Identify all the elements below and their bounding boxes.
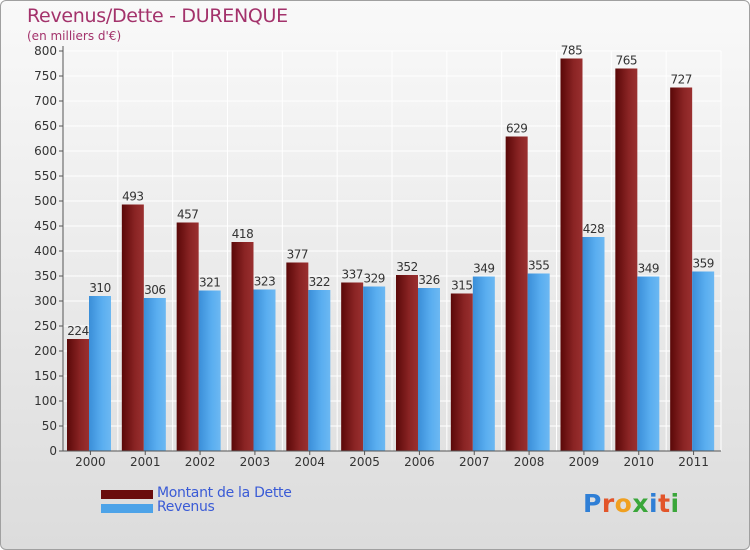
y-tick-label: 400 xyxy=(34,244,57,258)
legend-swatch-dette xyxy=(101,490,153,499)
bar-revenus xyxy=(527,273,550,451)
value-label: 315 xyxy=(451,279,472,293)
axes: 0 50 100 150 200 250 300 350 400 450 500 550 600 650 7… xyxy=(34,44,721,469)
bars xyxy=(67,58,715,451)
logo-letter: r xyxy=(601,489,615,518)
bar-dette xyxy=(286,262,309,451)
bar-revenus xyxy=(198,290,221,451)
value-label: 428 xyxy=(583,222,604,236)
logo-letter: i xyxy=(670,489,680,518)
y-tick-label: 700 xyxy=(34,94,57,108)
value-label: 377 xyxy=(287,248,308,262)
y-tick-label: 100 xyxy=(34,394,57,408)
x-tick-label: 2011 xyxy=(678,455,709,469)
value-label: 321 xyxy=(199,276,220,290)
value-label: 349 xyxy=(473,262,494,276)
legend-label-revenus: Revenus xyxy=(157,499,215,515)
y-tick-label: 350 xyxy=(34,269,57,283)
bar-revenus xyxy=(253,289,276,451)
x-tick-label: 2006 xyxy=(404,455,435,469)
logo-letter: i xyxy=(649,489,659,518)
y-tick-label: 50 xyxy=(42,419,57,433)
value-label: 352 xyxy=(396,260,417,274)
bar-dette xyxy=(67,339,89,451)
bar-dette xyxy=(615,68,638,451)
bar-revenus xyxy=(308,290,331,451)
y-tick-label: 550 xyxy=(34,169,57,183)
value-label: 359 xyxy=(692,257,713,271)
bar-revenus xyxy=(582,237,605,451)
value-label: 727 xyxy=(670,73,691,87)
bar-dette xyxy=(505,136,528,451)
y-tick-label: 150 xyxy=(34,369,57,383)
value-label: 326 xyxy=(418,273,439,287)
bar-revenus xyxy=(637,276,660,451)
bar-dette xyxy=(176,222,199,451)
y-tick-label: 300 xyxy=(34,294,57,308)
value-label: 224 xyxy=(67,324,88,338)
chart-title: Revenus/Dette - DURENQUE xyxy=(27,5,288,27)
bar-dette xyxy=(670,87,693,451)
y-tick-label: 500 xyxy=(34,194,57,208)
logo-letter: t xyxy=(658,489,671,518)
value-label: 310 xyxy=(89,281,110,295)
x-tick-label: 2008 xyxy=(514,455,545,469)
logo-letter: o xyxy=(614,489,633,518)
x-tick-label: 2003 xyxy=(240,455,271,469)
x-tick-label: 2002 xyxy=(185,455,216,469)
x-tick-label: 2007 xyxy=(459,455,490,469)
x-tick-label: 2004 xyxy=(294,455,325,469)
logo-letter: x xyxy=(632,489,649,518)
bar-revenus xyxy=(143,298,166,451)
x-tick-label: 2001 xyxy=(130,455,161,469)
value-label: 337 xyxy=(341,268,362,282)
bar-dette xyxy=(341,282,364,451)
proxiti-logo: Proxiti xyxy=(583,489,680,518)
bar-revenus xyxy=(363,286,386,451)
bar-dette xyxy=(560,58,583,451)
x-tick-label: 2009 xyxy=(569,455,600,469)
value-label: 629 xyxy=(506,122,527,136)
y-tick-label: 750 xyxy=(34,69,57,83)
logo-letter: P xyxy=(583,489,602,518)
x-tick-label: 2010 xyxy=(623,455,654,469)
value-label: 493 xyxy=(122,190,143,204)
bar-revenus xyxy=(89,296,111,451)
value-label: 306 xyxy=(144,283,165,297)
y-tick-label: 450 xyxy=(34,219,57,233)
x-tick-label: 2000 xyxy=(75,455,106,469)
value-label: 765 xyxy=(616,54,637,68)
value-label: 329 xyxy=(363,272,384,286)
grid xyxy=(62,50,722,452)
bar-revenus xyxy=(418,288,440,451)
bar-dette xyxy=(121,204,144,451)
x-tick-label: 2005 xyxy=(349,455,380,469)
bar-dette xyxy=(231,242,254,451)
value-label: 323 xyxy=(254,275,275,289)
bar-revenus xyxy=(472,276,495,451)
value-label: 349 xyxy=(638,262,659,276)
bar-dette xyxy=(450,293,473,451)
y-tick-label: 250 xyxy=(34,319,57,333)
y-tick-label: 0 xyxy=(49,444,57,458)
y-tick-label: 200 xyxy=(34,344,57,358)
chart-subtitle: (en milliers d'€) xyxy=(27,29,122,43)
value-label: 322 xyxy=(309,275,330,289)
legend-label-dette: Montant de la Dette xyxy=(157,485,292,501)
y-tick-label: 800 xyxy=(34,44,57,58)
y-tick-label: 650 xyxy=(34,119,57,133)
value-label: 418 xyxy=(232,227,253,241)
bar-dette xyxy=(396,275,418,451)
y-tick-label: 600 xyxy=(34,144,57,158)
value-label: 457 xyxy=(177,208,198,222)
value-label: 355 xyxy=(528,259,549,273)
legend-swatch-revenus xyxy=(101,504,153,513)
value-label: 785 xyxy=(561,44,582,58)
bar-revenus xyxy=(692,271,715,451)
